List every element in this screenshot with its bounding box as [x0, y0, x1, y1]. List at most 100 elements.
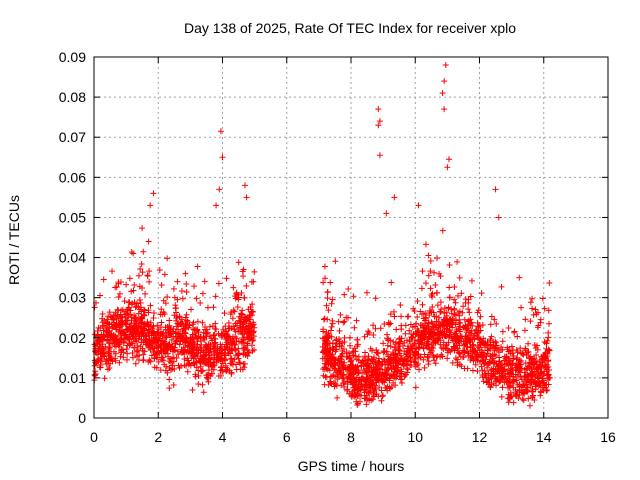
data-point: [413, 384, 419, 390]
data-point: [220, 154, 226, 160]
data-point: [522, 327, 528, 333]
data-point: [200, 291, 206, 297]
data-point: [205, 376, 211, 382]
data-point: [327, 280, 333, 286]
x-axis-label: GPS time / hours: [298, 458, 405, 474]
data-point: [434, 290, 440, 296]
data-points: [91, 62, 553, 409]
data-point: [241, 295, 247, 301]
data-point: [529, 296, 535, 302]
data-point: [377, 152, 383, 158]
data-point: [140, 249, 146, 255]
data-point: [179, 288, 185, 294]
data-point: [444, 164, 450, 170]
chart-svg: 0 2 4 6 8 10 12 14 1600.010.020.030.040.050.060.…: [0, 0, 640, 480]
y-tick-label: 0.05: [59, 209, 86, 225]
data-point: [195, 263, 201, 269]
data-point: [160, 357, 166, 363]
data-point: [438, 299, 444, 305]
data-point: [193, 330, 199, 336]
data-point: [337, 312, 343, 318]
data-point: [354, 318, 360, 324]
data-point: [493, 186, 499, 192]
data-point: [363, 401, 369, 407]
data-point: [211, 304, 217, 310]
data-point: [235, 304, 241, 310]
data-point: [419, 285, 425, 291]
data-point: [334, 395, 340, 401]
data-point: [146, 268, 152, 274]
data-point: [470, 367, 476, 373]
data-point: [150, 315, 156, 321]
x-tick-label: 4: [219, 429, 227, 445]
data-point: [236, 356, 242, 362]
data-point: [100, 311, 106, 317]
data-point: [506, 325, 512, 331]
data-point: [527, 403, 533, 409]
data-point: [230, 285, 236, 291]
data-point: [378, 325, 384, 331]
data-point: [433, 360, 439, 366]
x-tick-label: 2: [154, 429, 162, 445]
data-point: [405, 314, 411, 320]
data-point: [373, 295, 379, 301]
data-point: [322, 382, 328, 388]
data-point: [453, 300, 459, 306]
data-point: [184, 312, 190, 318]
data-point: [107, 309, 113, 315]
x-tick-label: 14: [536, 429, 552, 445]
data-point: [136, 273, 142, 279]
data-point: [345, 286, 351, 292]
data-point: [435, 302, 441, 308]
data-point: [213, 202, 219, 208]
data-point: [413, 321, 419, 327]
data-point: [157, 267, 163, 273]
data-point: [451, 284, 457, 290]
data-point: [197, 300, 203, 306]
data-point: [516, 275, 522, 281]
y-tick-label: 0.08: [59, 89, 86, 105]
x-tick-label: 10: [407, 429, 423, 445]
data-point: [381, 321, 387, 327]
data-point: [520, 396, 526, 402]
data-point: [429, 291, 435, 297]
data-point: [488, 321, 494, 327]
data-point: [166, 318, 172, 324]
data-point: [116, 294, 122, 300]
data-point: [195, 319, 201, 325]
data-point: [164, 255, 170, 261]
data-point: [336, 319, 342, 325]
data-point: [199, 368, 205, 374]
data-point: [200, 382, 206, 388]
data-point: [137, 297, 143, 303]
data-point: [189, 387, 195, 393]
y-tick-label: 0.02: [59, 330, 86, 346]
data-point: [205, 305, 211, 311]
y-axis-label: ROTI / TECUs: [6, 195, 22, 285]
data-point: [123, 346, 129, 352]
data-point: [434, 255, 440, 261]
data-point: [249, 301, 255, 307]
data-point: [423, 241, 429, 247]
data-point: [325, 295, 331, 301]
data-point: [185, 369, 191, 375]
data-point: [329, 301, 335, 307]
data-point: [171, 286, 177, 292]
data-point: [251, 269, 257, 275]
data-point: [545, 334, 551, 340]
data-point: [469, 278, 475, 284]
data-point: [398, 313, 404, 319]
data-point: [477, 314, 483, 320]
data-point: [447, 262, 453, 268]
data-point: [441, 106, 447, 112]
data-point: [142, 291, 148, 297]
data-point: [440, 90, 446, 96]
data-point: [431, 270, 437, 276]
data-point: [105, 366, 111, 372]
data-point: [434, 353, 440, 359]
data-point: [122, 298, 128, 304]
data-point: [166, 385, 172, 391]
data-point: [205, 379, 211, 385]
data-point: [457, 275, 463, 281]
data-point: [398, 326, 404, 332]
